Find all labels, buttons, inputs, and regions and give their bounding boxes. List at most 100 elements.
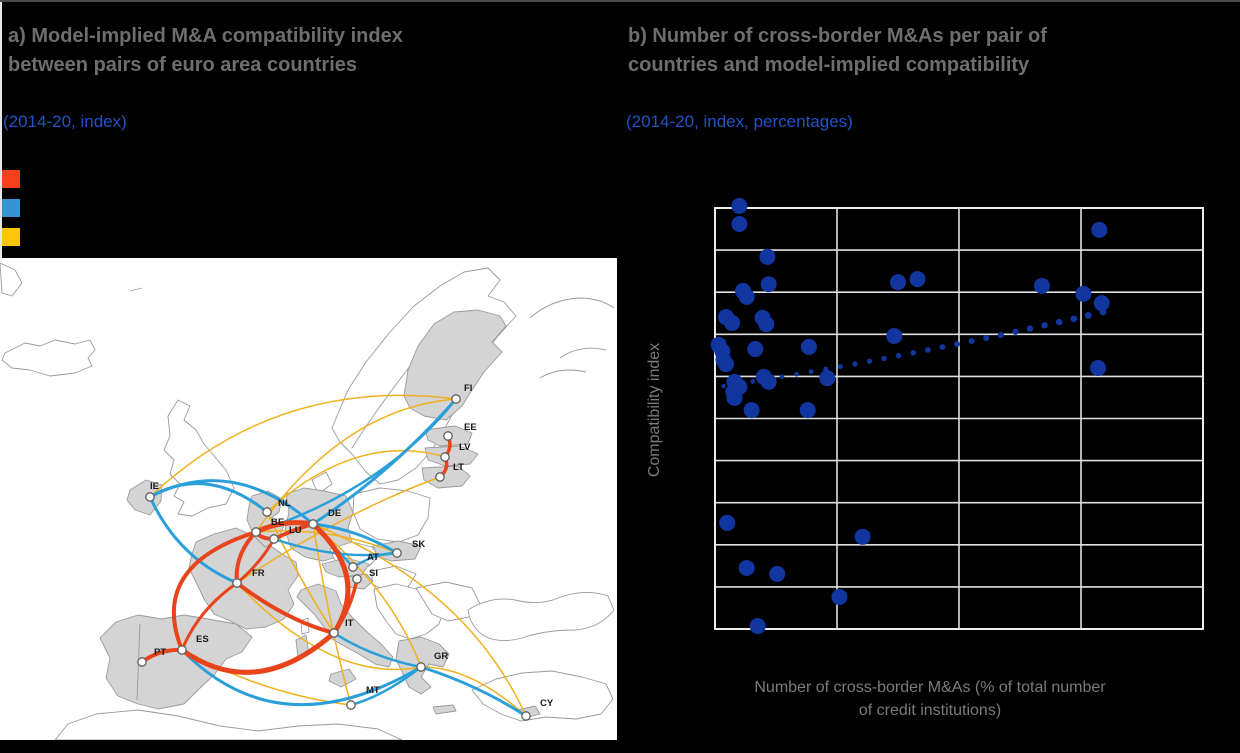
legend-blue-swatch: [2, 199, 20, 217]
map-node-label-lv: LV: [459, 442, 471, 453]
trend-dot: [1041, 322, 1048, 329]
map-link-si-it: [332, 577, 359, 635]
scatter-point: [731, 215, 748, 232]
map-node-label-gr: GR: [434, 651, 448, 662]
trend-dot: [881, 355, 887, 362]
trend-dot: [924, 347, 931, 353]
scatter-point: [717, 356, 734, 373]
trend-dot: [968, 338, 975, 345]
trend-dot: [852, 361, 858, 367]
map-link-fr-it: [235, 581, 336, 635]
scatter-point: [747, 341, 764, 358]
legend-yellow-swatch: [2, 228, 20, 246]
trend-dot: [779, 374, 785, 380]
map-link-es-gr: [180, 648, 423, 707]
land-ne-coast-1: [529, 297, 615, 319]
map-node-sk: [392, 548, 402, 558]
panel-a-title: a) Model-implied M&A compatibility index…: [8, 22, 608, 80]
land-black-sea: [467, 592, 615, 641]
panel-b-title-line1: b) Number of cross-border M&As per pair …: [628, 25, 1047, 47]
map-node-labels: FI EE LV LT IE NL BE LU DE SK AT SI FR IT ES PT GR MT CY: [150, 383, 554, 709]
map-link-fi-ie: [149, 394, 457, 498]
map-link-fr-gr: [236, 582, 422, 671]
map-node-label-mt: MT: [366, 685, 380, 696]
trend-dot: [1085, 312, 1092, 319]
map-link-es-be: [171, 530, 258, 652]
x-axis-label-line1: Number of cross-border M&As (% of total …: [754, 679, 1106, 696]
scatter-point: [760, 373, 777, 390]
land-crete: [432, 704, 457, 715]
map-node-label-es: ES: [196, 634, 209, 645]
map-node-mt: [346, 700, 356, 710]
legend-orange-swatch: [2, 170, 20, 188]
map-node-gr: [416, 662, 426, 672]
scatter-point: [731, 197, 748, 214]
map-node-label-si: SI: [369, 568, 378, 579]
scatter-point: [726, 389, 743, 406]
panel-a-subtitle: (2014-20, index): [3, 112, 127, 131]
scatter-point: [1090, 359, 1107, 376]
scatter-point: [1033, 277, 1050, 294]
land-turkey: [471, 670, 614, 722]
trend-dot: [1012, 328, 1019, 335]
scatter-point: [799, 402, 816, 419]
trend-dot: [721, 383, 726, 389]
map-node-fr: [232, 578, 242, 588]
map-node-es: [177, 645, 187, 655]
scatter-point: [819, 370, 836, 387]
trend-dot: [1070, 315, 1078, 323]
map-node-si: [352, 574, 362, 584]
map-node-lu: [269, 534, 279, 544]
land-sicily: [328, 668, 357, 688]
panel-b-title: b) Number of cross-border M&As per pair …: [628, 22, 1238, 80]
y-axis-label: Compatibility index: [646, 342, 663, 478]
trend-dot: [794, 371, 799, 377]
map-node-lv: [440, 452, 450, 462]
trend-dot: [837, 363, 843, 370]
scatter-point: [854, 528, 871, 545]
land-iceland: [1, 339, 96, 377]
map-node-be: [251, 527, 261, 537]
scatter-point: [719, 514, 736, 531]
map-link-es-it: [179, 630, 337, 675]
map-link-de-cy: [312, 523, 527, 717]
map-node-label-de: DE: [328, 508, 341, 519]
x-axis-label: Number of cross-border M&As (% of total …: [620, 676, 1240, 722]
scatter-point: [749, 618, 766, 635]
map-link-de-sk: [311, 522, 399, 555]
scatter-point: [743, 402, 760, 419]
map-node-label-be: BE: [271, 517, 284, 528]
scatter-point: [724, 314, 741, 331]
trend-dot: [895, 352, 902, 359]
scatter-point: [738, 559, 755, 576]
land-ne-coast-3: [539, 369, 587, 379]
map-node-label-cy: CY: [540, 698, 554, 709]
scatter-chart: [710, 197, 1204, 635]
map-node-fi: [451, 394, 461, 404]
scatter-point: [760, 276, 777, 293]
land-ne-coast-2: [559, 347, 607, 359]
map-node-label-ie: IE: [150, 481, 159, 492]
scatter-point: [1091, 221, 1108, 238]
trend-dot: [939, 344, 946, 350]
map-link-be-de: [253, 520, 316, 535]
map-node-it: [329, 628, 339, 638]
map-link-gr-cy: [420, 666, 527, 717]
panel-b-title-line2: countries and model-implied compatibilit…: [628, 54, 1030, 76]
scatter-point: [831, 589, 848, 606]
scatter-plot-border: [714, 207, 1204, 630]
map-link-mt-gr: [349, 665, 423, 707]
trend-dot: [997, 331, 1004, 338]
land-denmark: [311, 471, 333, 495]
map-link-it-gr: [332, 631, 423, 669]
trend-dot: [910, 350, 917, 356]
map-link-be-sk: [255, 530, 398, 554]
land-latvia: [424, 445, 479, 467]
map-node-label-sk: SK: [412, 539, 425, 550]
trend-dot: [808, 369, 814, 375]
map-node-pt: [137, 657, 147, 667]
land-greenland-tip: [0, 262, 23, 297]
map-link-nl-lv: [266, 449, 446, 513]
land-jan-mayen: [129, 287, 143, 292]
